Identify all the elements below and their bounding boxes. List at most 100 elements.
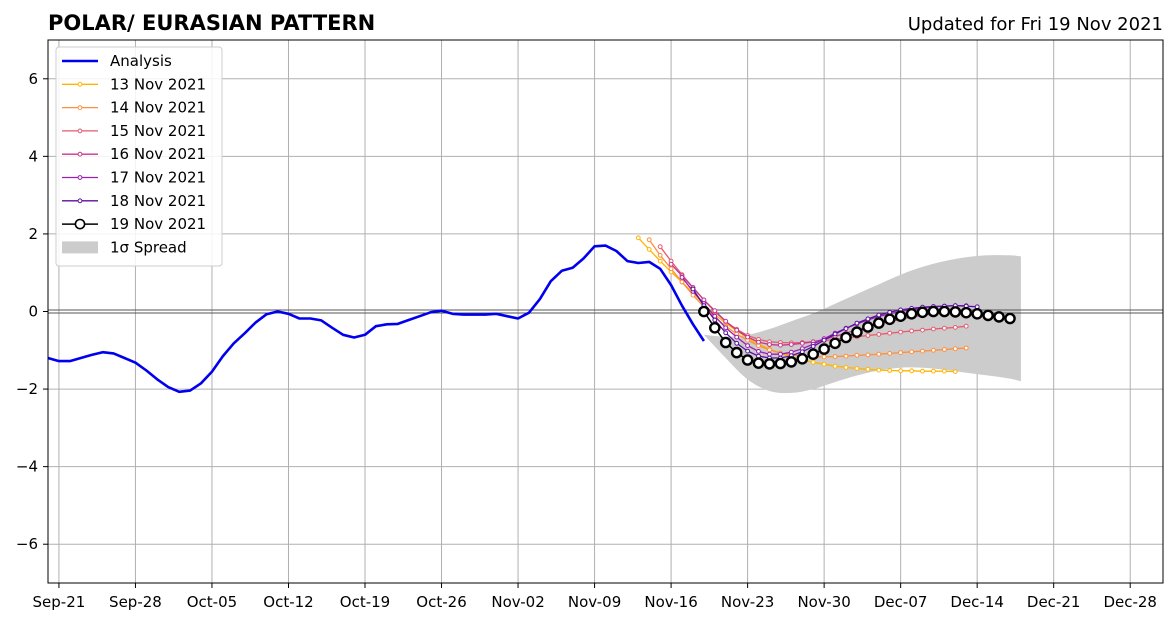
forecast-point	[931, 347, 936, 353]
forecast-point	[952, 325, 958, 330]
chart-subtitle: Updated for Fri 19 Nov 2021	[908, 14, 1163, 35]
legend-entry: 19 Nov 2021	[62, 215, 206, 233]
forecast-point	[657, 244, 663, 250]
y-tick-label: 0	[28, 303, 38, 321]
forecast-point	[887, 351, 893, 356]
legend-marker	[77, 81, 83, 87]
forecast-point	[810, 359, 816, 365]
forecast-point	[730, 346, 743, 359]
forecast-point	[668, 261, 674, 267]
forecast-point	[971, 307, 984, 320]
legend-entries: Analysis 13 Nov 2021 14 Nov 2021 15 Nov 202…	[62, 52, 206, 256]
forecast-point	[734, 334, 740, 340]
forecast-point	[862, 321, 874, 333]
forecast-point	[963, 323, 969, 329]
legend: Analysis 13 Nov 2021 14 Nov 2021 15 Nov 202…	[55, 46, 223, 267]
x-tick-label: Oct-19	[340, 593, 390, 611]
forecast-point	[883, 313, 896, 326]
y-axis: 6 4 2 0 −2 −4 −6	[16, 70, 48, 553]
legend-label: 13 Nov 2021	[110, 75, 206, 93]
x-tick-label: Dec-14	[950, 593, 1004, 611]
legend-marker	[77, 105, 83, 110]
forecast-point	[745, 343, 750, 349]
forecast-point	[723, 325, 729, 331]
forecast-point	[865, 316, 871, 322]
forecast-point	[690, 286, 696, 292]
forecast-point	[865, 366, 871, 372]
legend-entry: 16 Nov 2021	[62, 145, 206, 163]
forecast-layer	[635, 235, 1016, 375]
forecast-point	[788, 342, 794, 347]
legend-label: 17 Nov 2021	[110, 169, 206, 187]
forecast-point	[741, 354, 754, 366]
legend-label: Analysis	[110, 52, 172, 70]
forecast-point	[785, 356, 798, 368]
forecast-point	[942, 368, 947, 374]
forecast-point	[942, 347, 947, 352]
y-tick-label: 2	[28, 225, 38, 243]
forecast-point	[909, 368, 914, 374]
forecast-point	[734, 340, 740, 346]
forecast-point	[887, 368, 893, 373]
x-tick-label: Nov-30	[797, 593, 850, 611]
x-tick-label: Oct-26	[416, 593, 466, 611]
analysis-line	[47, 244, 705, 394]
legend-label: 14 Nov 2021	[110, 99, 206, 117]
forecast-point	[909, 328, 914, 334]
forecast-point	[635, 235, 641, 241]
forecast-point	[931, 326, 936, 332]
forecast-point	[960, 306, 973, 319]
forecast-point	[851, 326, 863, 338]
forecast-point	[709, 321, 721, 334]
x-tick-label: Oct-12	[263, 593, 313, 611]
legend-marker	[77, 151, 83, 157]
forecast-point	[821, 354, 827, 360]
forecast-point	[920, 368, 925, 374]
legend-entry: 13 Nov 2021	[62, 75, 206, 93]
forecast-point	[668, 266, 674, 272]
forecast-point	[810, 344, 816, 349]
forecast-point	[767, 342, 772, 347]
forecast-point	[916, 306, 929, 319]
legend-label: 1σ Spread	[110, 238, 187, 256]
forecast-point	[821, 361, 827, 367]
forecast-point	[832, 363, 838, 369]
forecast-point	[767, 351, 772, 357]
legend-marker	[77, 198, 83, 204]
x-tick-label: Nov-09	[568, 593, 621, 611]
forecast-point	[843, 365, 849, 370]
forecast-point	[952, 369, 958, 375]
forecast-point	[873, 317, 885, 329]
legend-entry: Analysis	[62, 52, 172, 70]
forecast-point	[745, 348, 750, 354]
forecast-point	[796, 352, 809, 365]
legend-label: 16 Nov 2021	[110, 145, 206, 163]
legend-entry: 15 Nov 2021	[62, 122, 206, 140]
forecast-point	[949, 306, 962, 318]
forecast-point	[756, 349, 761, 354]
forecast-point	[876, 351, 882, 357]
forecast-point	[723, 330, 729, 336]
forecast-point	[840, 331, 852, 344]
forecast-point	[894, 310, 907, 323]
forecast-point	[843, 326, 849, 332]
y-tick-label: 4	[28, 147, 38, 165]
x-tick-label: Dec-07	[874, 593, 928, 611]
forecast-point	[920, 327, 925, 333]
forecast-point	[931, 368, 936, 374]
legend-entry: 1σ Spread	[62, 238, 187, 256]
x-tick-label: Nov-23	[721, 593, 774, 611]
x-axis: Sep-21 Sep-28 Oct-05 Oct-12 Oct-19 Oct-26 Nov-…	[33, 583, 1157, 611]
forecast-point	[843, 353, 849, 359]
forecast-point	[646, 237, 652, 243]
forecast-point	[690, 292, 696, 298]
forecast-point	[832, 354, 838, 359]
forecast-point	[646, 247, 652, 252]
legend-swatch	[62, 241, 98, 254]
forecast-point	[712, 308, 718, 314]
forecast-point	[927, 305, 940, 318]
forecast-point	[898, 329, 903, 335]
x-tick-label: Nov-16	[644, 593, 697, 611]
forecast-point	[876, 367, 882, 373]
